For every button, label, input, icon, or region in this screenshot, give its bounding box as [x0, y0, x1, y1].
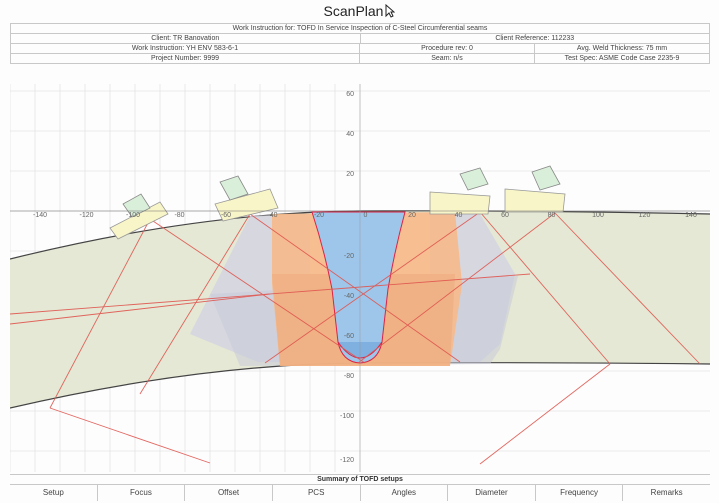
- x-tick-label: 20: [408, 212, 416, 219]
- summary-tab-angles[interactable]: Angles: [361, 485, 449, 501]
- y-tick-label: -120: [340, 457, 354, 464]
- x-tick-label: -20: [314, 212, 324, 219]
- y-tick-labels: 60 40 20 -20 -40 -60 -80 -100 -120: [340, 91, 354, 464]
- x-tick-label: -40: [267, 212, 277, 219]
- app-title: ScanPlan: [323, 3, 384, 19]
- x-tick-label: 80: [548, 212, 556, 219]
- client-reference: Client Reference: 112233: [495, 35, 575, 42]
- summary-tab-offset[interactable]: Offset: [185, 485, 273, 501]
- y-tick-label: 40: [346, 131, 354, 138]
- probe-4-crystal: [531, 165, 561, 191]
- header-table: Work Instruction for: TOFD In Service In…: [10, 23, 710, 64]
- y-tick-label: -100: [340, 413, 354, 420]
- x-tick-label: 40: [455, 212, 463, 219]
- client-name: Client: TR Banovation: [11, 34, 361, 43]
- work-instruction-title: Work Instruction for: TOFD In Service In…: [232, 25, 488, 32]
- summary-tabs: Setup Focus Offset PCS Angles Diameter Frequen…: [10, 484, 710, 501]
- y-tick-label: -60: [344, 333, 354, 340]
- probe-2-crystal: [219, 175, 249, 201]
- y-tick-label: -80: [344, 373, 354, 380]
- summary-tab-remarks[interactable]: Remarks: [650, 488, 683, 497]
- x-tick-label: 0: [364, 212, 368, 219]
- summary-tab-pcs[interactable]: PCS: [273, 485, 361, 501]
- x-tick-label: 120: [639, 212, 651, 219]
- summary-tab-frequency[interactable]: Frequency: [536, 485, 624, 501]
- procedure-rev: Procedure rev: 0: [360, 44, 535, 53]
- x-tick-label: -140: [33, 212, 47, 219]
- mouse-cursor-icon: [385, 4, 396, 18]
- seam-label: Seam: n/s: [360, 54, 535, 63]
- x-tick-label: 60: [501, 212, 509, 219]
- test-spec: Test Spec: ASME Code Case 2235-9: [564, 55, 680, 62]
- x-tick-labels: -140 -120 -100 -80 -60 -40 -20 0 20 40 60 80 100 120 1…: [33, 212, 697, 219]
- summary-title: Summary of TOFD setups: [10, 474, 710, 485]
- probe-2-wedge: [214, 188, 279, 222]
- summary-tab-setup[interactable]: Setup: [10, 485, 98, 501]
- x-tick-label: 100: [592, 212, 604, 219]
- beam-paths: [10, 211, 701, 465]
- x-tick-label: 140: [685, 212, 697, 219]
- x-tick-label: -100: [126, 212, 140, 219]
- summary-tab-focus[interactable]: Focus: [98, 485, 186, 501]
- x-tick-label: -80: [174, 212, 184, 219]
- probe-4-wedge: [504, 188, 566, 213]
- x-tick-label: -60: [221, 212, 231, 219]
- avg-weld-thickness: Avg. Weld Thickness: 75 mm: [576, 45, 668, 52]
- y-tick-label: -40: [344, 293, 354, 300]
- probe-3-crystal: [459, 167, 489, 191]
- work-instruction: Work Instruction: YH ENV 583-6-1: [11, 44, 360, 53]
- scan-plan-canvas: -140 -120 -100 -80 -60 -40 -20 0 20 40 60 80 100 120 1…: [10, 84, 710, 472]
- summary-tab-diameter[interactable]: Diameter: [448, 485, 536, 501]
- y-tick-label: 60: [346, 91, 354, 98]
- x-tick-label: -120: [79, 212, 93, 219]
- y-tick-label: -20: [344, 253, 354, 260]
- app-title-bar: ScanPlan: [0, 0, 719, 22]
- y-tick-label: 20: [346, 171, 354, 178]
- probe-3-wedge: [429, 191, 491, 215]
- project-number: Project Number: 9999: [11, 54, 360, 63]
